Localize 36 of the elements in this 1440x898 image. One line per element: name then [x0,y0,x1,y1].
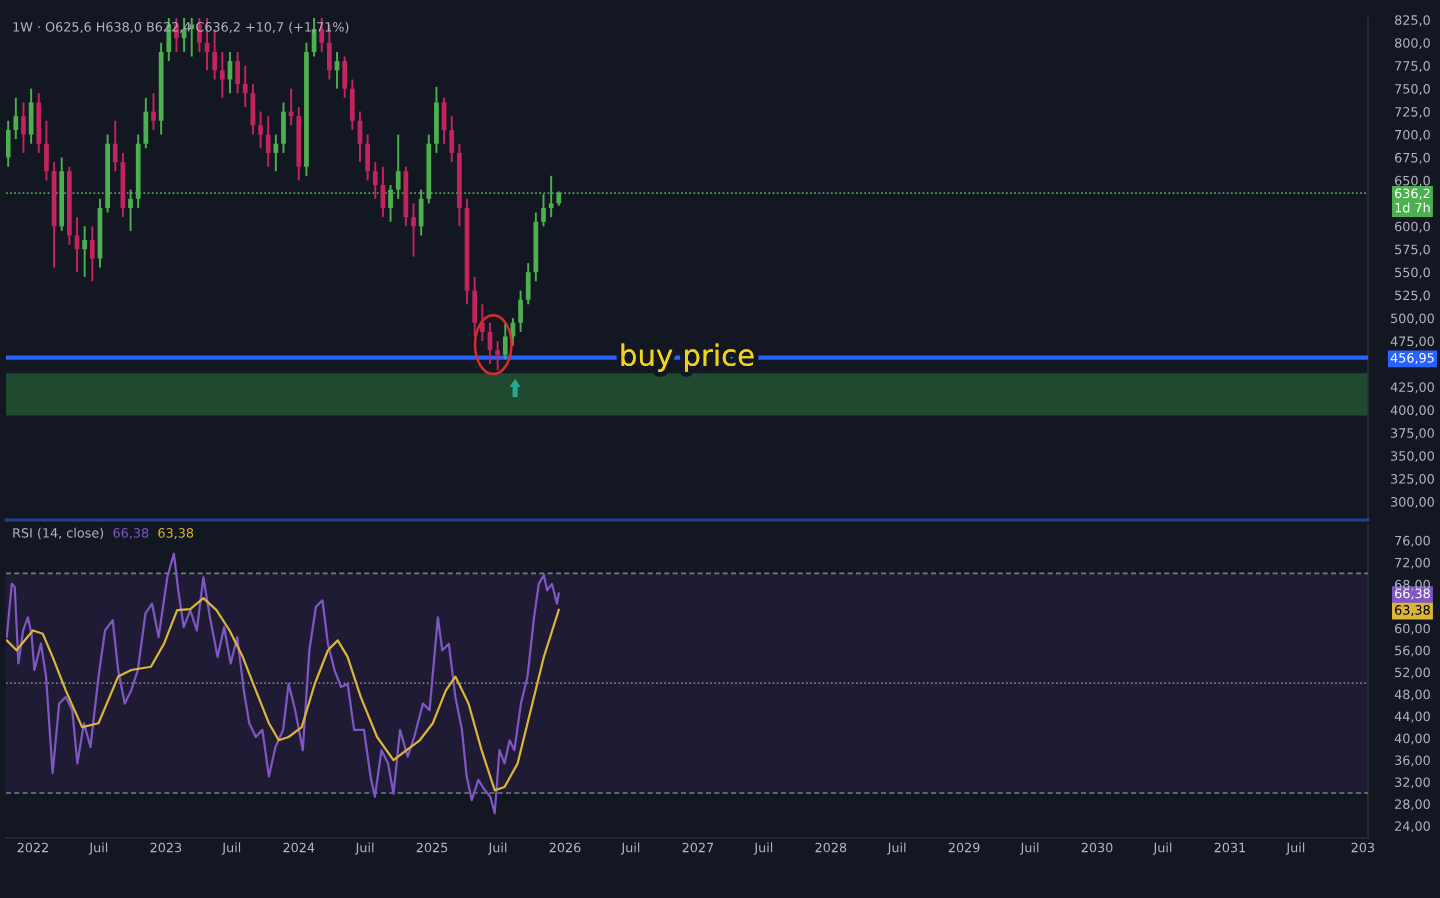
candlestick [82,225,88,278]
candlestick [518,289,523,333]
candlestick [143,96,149,150]
candlestick [265,115,271,168]
candlestick [495,340,500,372]
candlestick [44,119,49,182]
candlestick [273,133,279,173]
candlestick [36,92,42,154]
candlestick [89,225,95,283]
candlestick [541,193,546,228]
candlestick [6,119,11,168]
candlestick [472,275,478,338]
candlestick [479,303,485,343]
candlestick [434,85,439,154]
candlestick [21,101,26,154]
candlestick [372,161,378,200]
candlestick [112,119,118,173]
candlestick [449,115,455,164]
candlestick [242,64,248,108]
candlestick [189,18,195,58]
candlestick [349,78,355,131]
line-series [6,552,560,815]
candlestick [411,202,416,258]
candlestick [502,321,508,361]
candlestick [403,165,409,228]
candlestick [525,262,531,306]
candlestick [151,92,156,131]
line-series [6,597,560,792]
candlestick [258,110,263,150]
candlestick [235,50,240,95]
candlestick [281,101,286,154]
candlestick [365,133,370,182]
candlestick [13,96,19,141]
candlestick [288,87,294,127]
candlestick [219,50,225,99]
candlestick [342,55,348,99]
